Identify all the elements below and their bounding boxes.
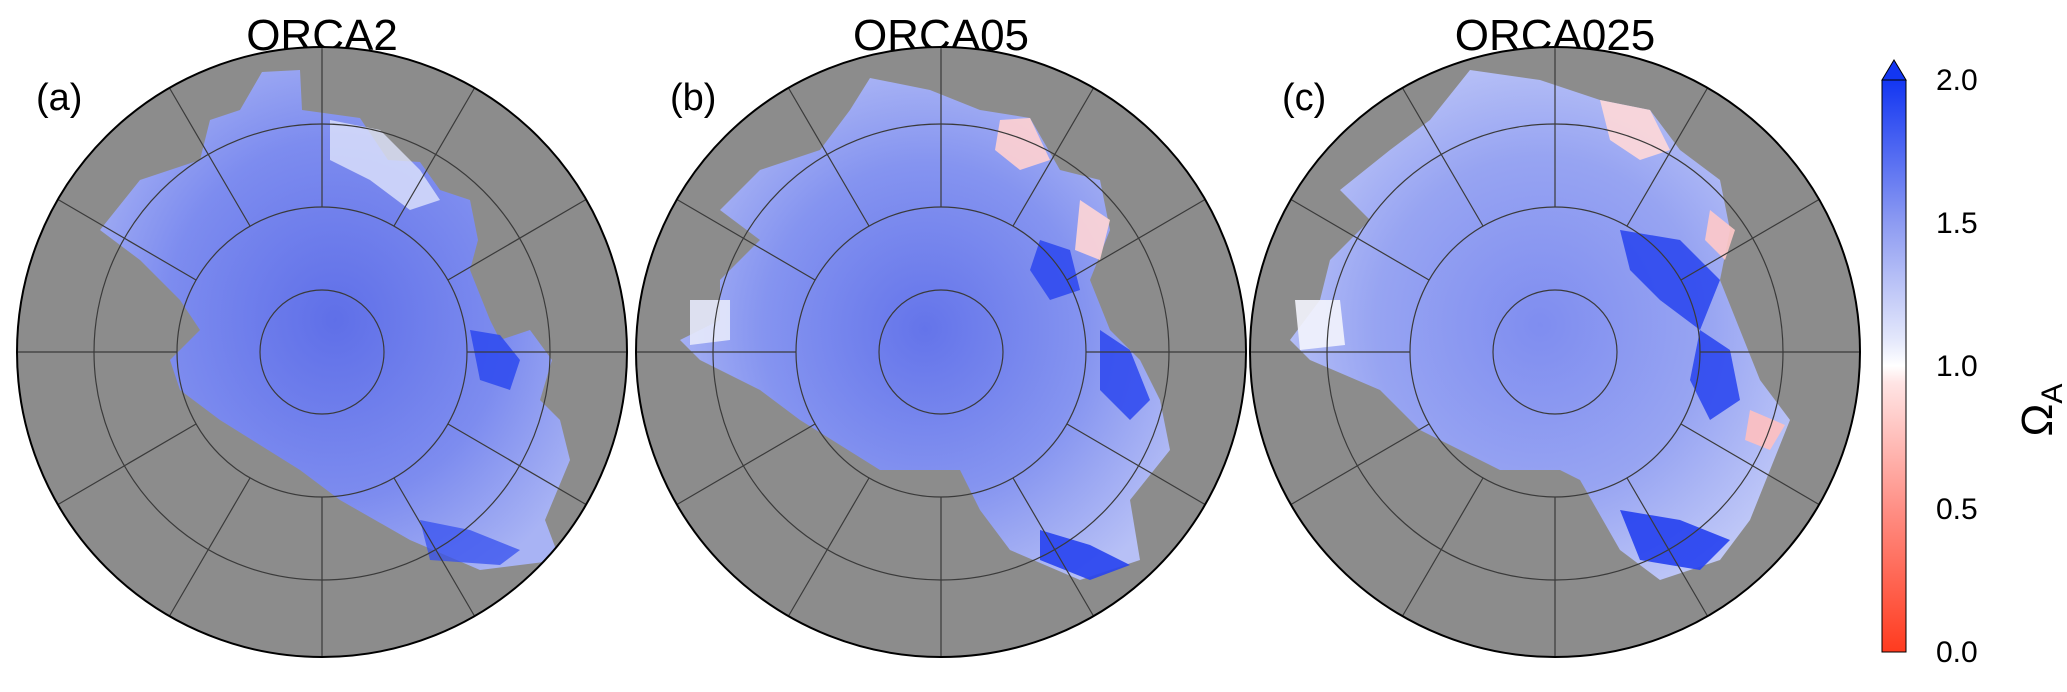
map-frame [635,46,1247,658]
colorbar-bar [1881,79,1907,653]
map-frame [16,46,628,658]
ocean-highlight [1705,210,1735,260]
meridians [1250,47,1860,657]
ocean-dark [1620,510,1730,570]
ocean-dark [420,520,520,565]
meridians [636,47,1246,657]
panel-c: ORCA025 (c) [1249,11,1861,658]
polar-map [17,47,627,657]
colorbar-title-symbol: Ω [2013,404,2062,437]
ocean-highlight [995,118,1050,170]
panel-b: ORCA05 (b) [635,11,1247,658]
ocean-highlight [1075,200,1110,260]
ocean-highlight [690,300,730,345]
polar-map [1250,47,1860,657]
meridians [17,47,627,657]
ocean-region [680,78,1170,580]
colorbar-title-subscript: A [2036,384,2067,404]
polar-map [636,47,1246,657]
colorbar-tick-label: 0.0 [1936,636,1978,669]
colorbar-title: ΩA [2013,384,2067,437]
ocean-region [100,70,570,570]
ocean-dark [1620,230,1720,330]
colorbar-tick-label: 0.5 [1936,493,1978,526]
ocean-highlight [330,120,440,210]
colorbar-ticks: 2.0 1.5 1.0 0.5 0.0 [1936,64,1978,669]
panel-a: ORCA2 (a) [16,11,628,658]
ocean-highlight [1745,410,1785,450]
svg-text:ΩA: ΩA [2013,384,2067,437]
panel-label: (b) [670,77,716,119]
ocean-highlight [1600,100,1670,160]
panel-label: (a) [36,77,82,119]
colorbar-tick-label: 1.0 [1936,350,1978,383]
panel-label: (c) [1282,77,1326,119]
ocean-dark [1040,530,1130,580]
ocean-dark [470,330,520,390]
ocean-highlight [1295,300,1345,350]
colorbar-extend-arrow [1881,59,1907,81]
ocean-dark [1030,240,1080,300]
colorbar: 2.0 1.5 1.0 0.5 0.0 ΩA [1881,59,2067,669]
map-frame [1249,46,1861,658]
colorbar-tick-label: 2.0 [1936,64,1978,97]
colorbar-tick-label: 1.5 [1936,207,1978,240]
ocean-region [1290,70,1790,580]
